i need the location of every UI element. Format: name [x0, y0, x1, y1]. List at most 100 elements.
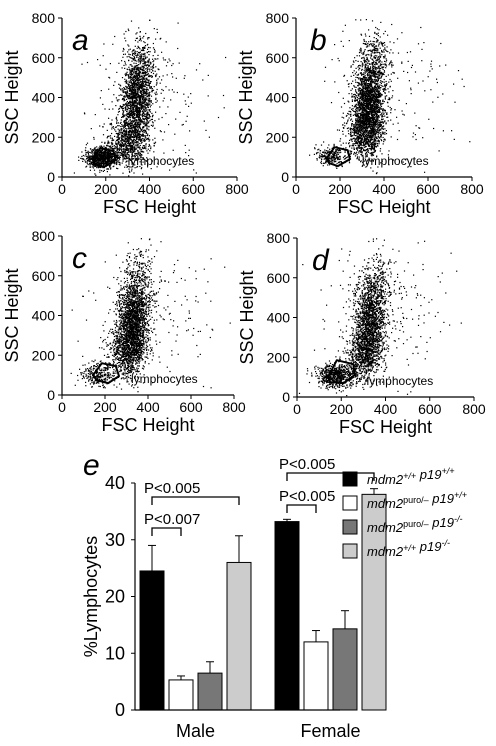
scatter-point [353, 147, 355, 149]
scatter-point [352, 63, 354, 66]
scatter-point [119, 129, 121, 131]
scatter-point [142, 90, 144, 92]
scatter-point [134, 50, 136, 52]
scatter-point [122, 47, 125, 50]
scatter-point [119, 143, 121, 146]
scatter-point [134, 100, 136, 102]
scatter-point [123, 49, 125, 51]
scatter-point [111, 137, 113, 139]
scatter-point [124, 60, 126, 63]
scatter-point [131, 115, 133, 117]
scatter-point [110, 155, 112, 157]
scatter-point [117, 168, 119, 170]
scatter-point [107, 154, 110, 156]
scatter-point [143, 61, 145, 63]
scatter-point [130, 82, 132, 84]
scatter-point [89, 156, 91, 158]
scatter-point [358, 65, 360, 67]
scatter-point [125, 135, 128, 137]
scatter-point [81, 158, 83, 160]
scatter-point [363, 133, 365, 135]
scatter-point [122, 155, 124, 157]
scatter-point [96, 162, 98, 164]
scatter-point [129, 107, 131, 109]
scatter-point [146, 109, 148, 111]
scatter-point [136, 69, 138, 71]
scatter-point [143, 139, 145, 141]
scatter-point [91, 155, 93, 157]
scatter-point [356, 129, 358, 131]
scatter-point [136, 83, 139, 86]
scatter-point [144, 129, 146, 131]
scatter-point [113, 127, 115, 129]
scatter-point [128, 60, 130, 62]
scatter-point [346, 122, 348, 124]
scatter-point [123, 64, 125, 66]
scatter-point [360, 160, 362, 162]
scatter-point [126, 135, 128, 137]
scatter-point [379, 64, 381, 67]
scatter-point [376, 172, 378, 174]
scatter-point [135, 119, 137, 121]
scatter-point [366, 110, 368, 112]
scatter-point [186, 115, 188, 117]
scatter-point [123, 126, 125, 128]
scatter-point [370, 121, 372, 123]
scatter-point [371, 155, 373, 157]
scatter-point [142, 145, 144, 147]
scatter-point [139, 110, 142, 112]
scatter-point [139, 112, 141, 114]
scatter-point [372, 154, 374, 156]
scatter-point [346, 127, 348, 130]
scatter-point [358, 136, 360, 138]
scatter-point [104, 108, 106, 110]
scatter-point [125, 80, 127, 82]
scatter-point [108, 145, 110, 147]
scatter-point [131, 116, 133, 119]
scatter-point [130, 130, 132, 132]
scatter-point [131, 97, 133, 99]
scatter-point [99, 145, 101, 147]
scatter-point [128, 122, 130, 124]
scatter-point [109, 155, 111, 158]
scatter-point [351, 96, 353, 98]
scatter-point [91, 149, 93, 151]
scatter-point [122, 97, 124, 100]
scatter-point [137, 128, 139, 130]
scatter-point [348, 113, 350, 115]
scatter-point [163, 59, 165, 61]
scatter-point [123, 90, 125, 92]
scatter-point [105, 147, 107, 149]
scatter-point [153, 48, 155, 50]
scatter-point [95, 157, 97, 159]
scatter-point [128, 108, 131, 110]
scatter-point [113, 145, 115, 147]
scatter-point [136, 109, 138, 111]
scatter-point [142, 47, 144, 49]
scatter-point [366, 105, 368, 107]
scatter-point [365, 149, 367, 151]
scatter-point [146, 99, 148, 101]
scatter-point [135, 72, 137, 74]
scatter-point [125, 102, 128, 104]
scatter-point [370, 105, 372, 107]
scatter-point [152, 89, 155, 91]
scatter-point [142, 66, 144, 68]
scatter-point [144, 104, 146, 106]
scatter-point [127, 140, 130, 142]
scatter-point [132, 132, 134, 134]
scatter-point [138, 147, 140, 149]
scatter-point [377, 139, 379, 142]
scatter-point [355, 115, 357, 117]
scatter-point [136, 115, 139, 117]
scatter-point [355, 142, 357, 144]
scatter-point [144, 108, 146, 110]
scatter-point [121, 127, 123, 130]
scatter-point [83, 112, 86, 114]
scatter-point [111, 143, 113, 145]
scatter-point [158, 76, 161, 78]
scatter-point [127, 147, 129, 149]
scatter-point [145, 107, 147, 109]
scatter-point [147, 148, 149, 150]
scatter-point [92, 167, 95, 169]
